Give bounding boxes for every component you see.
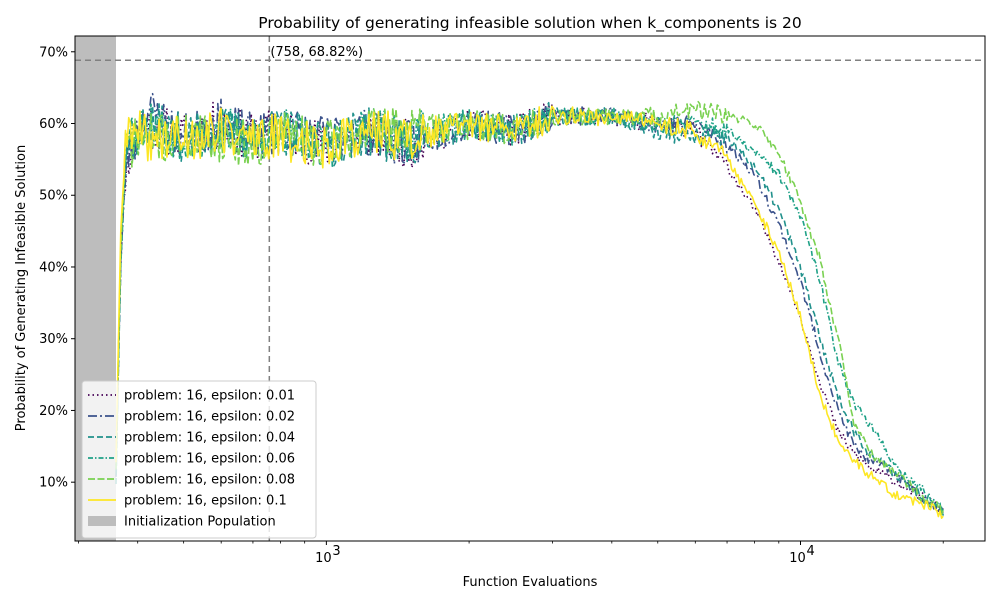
y-axis-label: Probability of Generating Infeasible Sol…: [14, 145, 29, 431]
legend-label-3: problem: 16, epsilon: 0.04: [124, 431, 295, 446]
series-line-1: [115, 101, 944, 515]
x-tick-label-1: 10: [315, 551, 332, 566]
legend-label-4: problem: 16, epsilon: 0.06: [124, 452, 295, 467]
axes-frame: [74, 35, 986, 542]
x-tick-exp-1: 3: [332, 544, 340, 559]
legend-label-1: problem: 16, epsilon: 0.01: [124, 389, 295, 404]
legend-label-init: Initialization Population: [124, 515, 276, 530]
y-tick-label-4: 40%: [39, 260, 68, 275]
plot-area: (758, 68.82%)10%20%30%40%50%60%70%10 3 10 4: [39, 35, 986, 566]
y-tick-label-2: 20%: [39, 404, 68, 419]
legend: problem: 16, epsilon: 0.01 problem: 16, e…: [81, 380, 317, 539]
x-tick-label-2: 10: [789, 551, 806, 566]
y-tick-label-5: 50%: [39, 189, 68, 204]
chart-title: Probability of generating infeasible sol…: [258, 14, 801, 33]
x-axis-label: Function Evaluations: [463, 575, 598, 590]
x-tick-exp-2: 4: [806, 544, 814, 559]
series-line-6: [115, 105, 944, 519]
legend-label-5: problem: 16, epsilon: 0.08: [124, 473, 295, 488]
y-tick-label-7: 70%: [39, 45, 68, 60]
legend-swatch-init: [88, 516, 116, 526]
legend-label-2: problem: 16, epsilon: 0.02: [124, 410, 295, 425]
y-tick-label-6: 60%: [39, 117, 68, 132]
legend-box: [81, 380, 317, 539]
y-tick-label-1: 10%: [39, 476, 68, 491]
max-point-annotation: (758, 68.82%): [270, 45, 363, 60]
series-line-2: [115, 92, 944, 515]
y-tick-label-3: 30%: [39, 332, 68, 347]
legend-label-6: problem: 16, epsilon: 0.1: [124, 494, 287, 509]
